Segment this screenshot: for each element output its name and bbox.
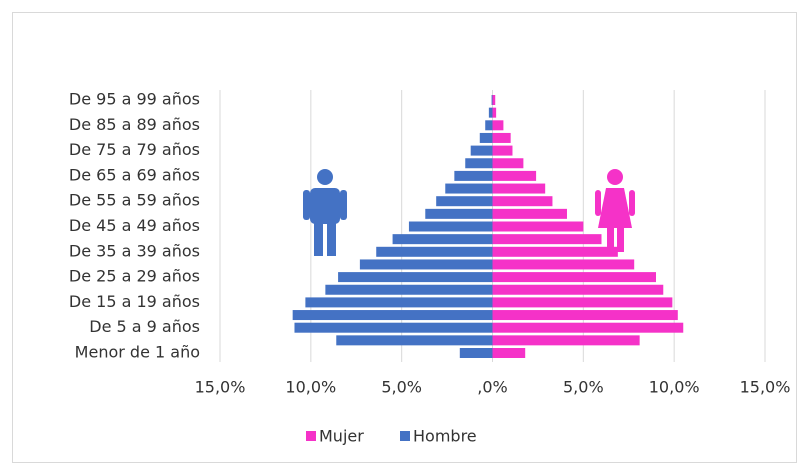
bar <box>408 221 493 232</box>
y-tick-label: De 45 a 49 años <box>69 216 200 235</box>
y-tick-label: De 65 a 69 años <box>69 165 200 184</box>
bar <box>392 234 493 245</box>
bar <box>492 259 635 270</box>
bar <box>492 272 656 283</box>
bar <box>492 107 497 118</box>
y-tick-label: Menor de 1 año <box>75 343 200 362</box>
bar <box>292 310 493 321</box>
legend-swatch <box>306 431 316 441</box>
bar <box>492 246 618 257</box>
bar <box>488 107 493 118</box>
bar <box>454 170 493 181</box>
x-tick-label: 10,0% <box>285 378 336 397</box>
bar <box>492 322 684 333</box>
bar <box>492 145 513 156</box>
legend-label: Mujer <box>319 427 364 446</box>
man-icon <box>303 169 347 256</box>
bar <box>425 208 493 219</box>
bar <box>479 132 493 143</box>
bar <box>492 95 496 105</box>
y-tick-label: De 75 a 79 años <box>69 140 200 159</box>
bar <box>492 310 678 321</box>
bar <box>465 158 493 169</box>
bar <box>492 196 553 207</box>
y-tick-label: De 55 a 59 años <box>69 191 200 210</box>
bar <box>445 183 493 194</box>
x-tick-label: 15,0% <box>740 378 791 397</box>
bar <box>359 259 493 270</box>
bar <box>492 284 664 295</box>
bar <box>336 335 493 346</box>
bar <box>325 284 493 295</box>
bar <box>492 183 546 194</box>
y-tick-label: De 85 a 89 años <box>69 115 200 134</box>
bar <box>436 196 493 207</box>
y-tick-label: De 25 a 29 años <box>69 267 200 286</box>
bar <box>305 297 493 308</box>
x-tick-label: ,0% <box>477 378 507 397</box>
woman-icon <box>595 169 635 252</box>
bar <box>470 145 493 156</box>
legend-label: Hombre <box>413 427 477 446</box>
bar <box>492 348 526 358</box>
bar <box>338 272 493 283</box>
bar <box>492 221 584 232</box>
y-tick-label: De 15 a 19 años <box>69 292 200 311</box>
bar <box>459 348 493 358</box>
bar <box>492 132 511 143</box>
y-tick-label: De 95 a 99 años <box>69 90 200 109</box>
x-tick-label: 5,0% <box>381 378 422 397</box>
x-tick-label: 5,0% <box>563 378 604 397</box>
bar <box>492 297 673 308</box>
legend-swatch <box>400 431 410 441</box>
y-tick-label: De 5 a 9 años <box>89 317 200 336</box>
bar <box>492 234 602 245</box>
x-tick-label: 10,0% <box>649 378 700 397</box>
bar <box>492 158 524 169</box>
x-tick-label: 15,0% <box>195 378 246 397</box>
bar <box>492 335 640 346</box>
bar <box>491 95 493 105</box>
bar <box>376 246 493 257</box>
bar <box>294 322 493 333</box>
y-tick-label: De 35 a 39 años <box>69 241 200 260</box>
bar <box>492 208 567 219</box>
bar <box>485 120 493 131</box>
bar <box>492 120 504 131</box>
bar <box>492 170 537 181</box>
